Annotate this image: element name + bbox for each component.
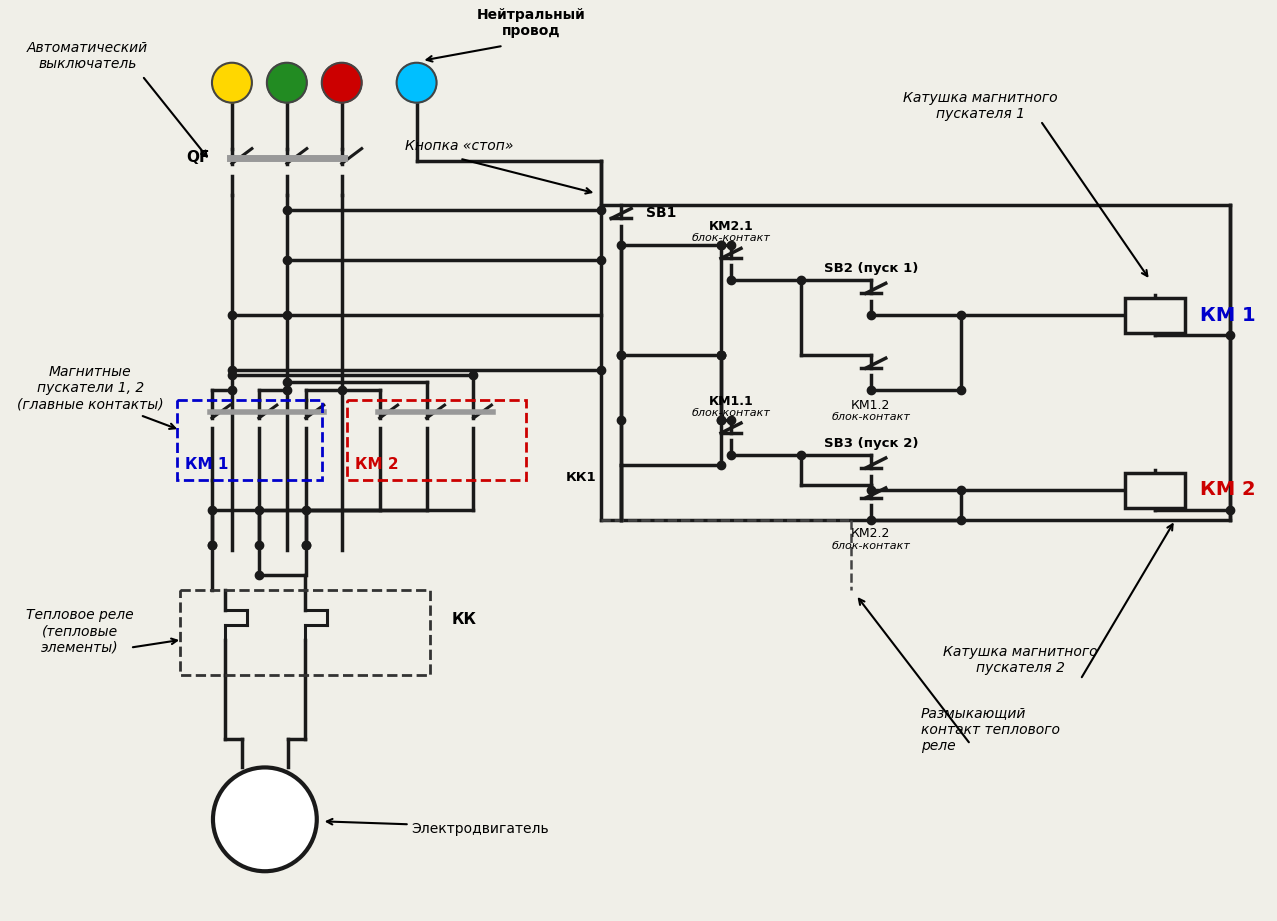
Bar	[1125, 298, 1185, 333]
Text: блок-контакт: блок-контакт	[831, 412, 911, 422]
Text: КМ1.1: КМ1.1	[709, 394, 753, 408]
Text: КК1: КК1	[566, 472, 596, 484]
Bar	[180, 589, 429, 674]
Text: Магнитные
пускатели 1, 2
(главные контакты): Магнитные пускатели 1, 2 (главные контак…	[17, 365, 163, 412]
Text: КМ 1: КМ 1	[185, 458, 229, 472]
Text: КМ 1: КМ 1	[1200, 306, 1255, 325]
Text: КК: КК	[452, 612, 476, 627]
Text: SB2 (пуск 1): SB2 (пуск 1)	[824, 262, 918, 274]
Circle shape	[212, 63, 252, 102]
Text: N: N	[410, 76, 423, 90]
Text: блок-контакт: блок-контакт	[692, 408, 770, 418]
Bar	[347, 400, 526, 480]
Text: SB1: SB1	[646, 206, 677, 220]
Text: A: A	[226, 76, 238, 90]
Text: КМ2.2: КМ2.2	[850, 528, 890, 541]
Text: C: C	[336, 76, 347, 90]
Text: Нейтральный
провод: Нейтральный провод	[478, 7, 586, 38]
Text: КМ 2: КМ 2	[355, 458, 398, 472]
Text: Катушка магнитного
пускателя 2: Катушка магнитного пускателя 2	[944, 645, 1098, 675]
Circle shape	[267, 63, 306, 102]
Text: блок-контакт: блок-контакт	[831, 541, 911, 551]
Text: КМ 2: КМ 2	[1200, 481, 1255, 499]
Circle shape	[397, 63, 437, 102]
Text: КМ1.2: КМ1.2	[850, 399, 890, 412]
Text: блок-контакт: блок-контакт	[692, 233, 770, 243]
Text: Автоматический
выключатель: Автоматический выключатель	[27, 41, 148, 71]
Text: Размыкающий
контакт теплового
реле: Размыкающий контакт теплового реле	[921, 706, 1060, 752]
Bar	[178, 400, 322, 480]
Circle shape	[213, 767, 317, 871]
Text: SB3 (пуск 2): SB3 (пуск 2)	[824, 437, 918, 449]
Text: Электродвигатель: Электродвигатель	[411, 822, 549, 836]
Bar	[1125, 473, 1185, 507]
Text: М: М	[252, 805, 278, 834]
Text: Кнопка «стоп»: Кнопка «стоп»	[405, 138, 513, 153]
Text: Тепловое реле
(тепловые
элементы): Тепловое реле (тепловые элементы)	[27, 609, 134, 655]
Text: QF: QF	[186, 150, 209, 165]
Circle shape	[322, 63, 361, 102]
Text: B: B	[281, 76, 292, 90]
Text: КМ2.1: КМ2.1	[709, 220, 753, 233]
Text: Катушка магнитного
пускателя 1: Катушка магнитного пускателя 1	[903, 90, 1057, 121]
